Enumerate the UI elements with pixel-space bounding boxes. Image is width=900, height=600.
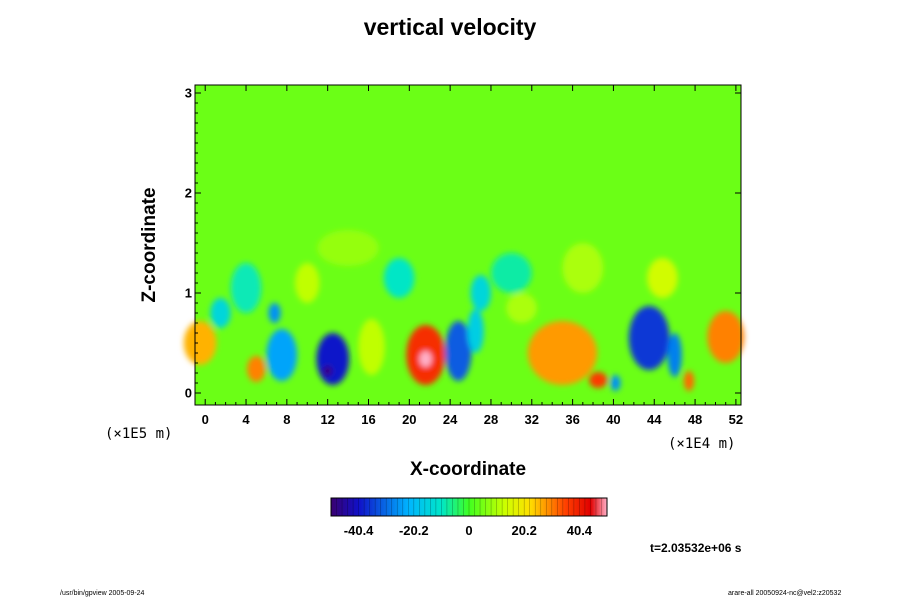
velocity-cell-8 [419, 351, 432, 367]
x-axis-label: X-coordinate [409, 459, 527, 480]
velocity-cell-11 [527, 321, 598, 385]
colorbar-tick-label: -20.2 [398, 523, 429, 538]
x-tick-label: 12 [320, 412, 335, 427]
y-axis-unit: (×1E5 m) [105, 426, 173, 442]
velocity-cell-13 [610, 375, 621, 391]
x-tick-label: 4 [242, 412, 250, 427]
velocity-cell-21 [383, 258, 415, 298]
colorbar [330, 497, 608, 517]
velocity-cell-26 [210, 298, 231, 328]
velocity-cell-23 [562, 243, 604, 293]
velocity-cell-16 [683, 371, 695, 391]
velocity-cell-18 [647, 258, 678, 298]
velocity-cell-15 [667, 333, 682, 377]
y-tick-label: 1 [184, 285, 192, 301]
footer-right: arare-all 20050924-nc@vel2:z20532 [728, 590, 842, 597]
velocity-cell-17 [707, 311, 745, 363]
velocity-cell-25 [470, 275, 491, 311]
x-tick-label: 8 [283, 412, 291, 427]
x-tick-label: 0 [201, 412, 209, 427]
y-tick-label: 2 [184, 185, 192, 201]
x-tick-label: 20 [402, 412, 417, 427]
plot-frame [194, 84, 742, 406]
velocity-cell-27 [506, 293, 537, 323]
x-tick-label: 28 [483, 412, 499, 427]
velocity-cell-1 [247, 356, 266, 382]
velocity-cell-12 [588, 372, 608, 388]
velocity-cell-0 [183, 321, 217, 365]
x-tick-label: 16 [361, 412, 376, 427]
x-tick-label: 48 [687, 412, 703, 427]
colorbar-tick-label: 20.2 [511, 523, 537, 538]
x-tick-label: 44 [647, 412, 662, 427]
x-tick-label: 52 [728, 412, 744, 427]
velocity-cell-3 [268, 303, 281, 323]
velocity-cell-10 [467, 309, 484, 353]
velocity-cell-14 [628, 306, 670, 370]
x-axis-unit: (×1E4 m) [668, 436, 736, 452]
velocity-cell-20 [295, 263, 320, 303]
chart-title: vertical velocity [363, 14, 537, 40]
colorbar-tick-label: 0 [465, 523, 473, 538]
velocity-cell-22 [490, 253, 532, 293]
time-label: t=2.03532e+06 s [650, 541, 742, 555]
velocity-cell-4 [316, 333, 350, 385]
y-tick-label: 0 [184, 385, 192, 401]
velocity-cell-2 [266, 329, 298, 381]
colorbar-tick-label: -40.4 [343, 523, 374, 538]
velocity-cell-24 [317, 230, 379, 266]
velocity-cell-6 [358, 319, 385, 375]
footer-left: /usr/bin/gpview 2005-09-24 [60, 590, 145, 597]
x-tick-label: 32 [524, 412, 540, 427]
x-tick-label: 40 [606, 412, 621, 427]
y-tick-label: 3 [184, 85, 192, 101]
x-tick-label: 24 [442, 412, 458, 427]
x-tick-label: 36 [565, 412, 580, 427]
colorbar-tick-label: 40.4 [566, 523, 593, 538]
velocity-cell-9 [445, 321, 472, 381]
velocity-cell-5 [323, 366, 332, 376]
velocity-cell-19 [230, 263, 262, 313]
